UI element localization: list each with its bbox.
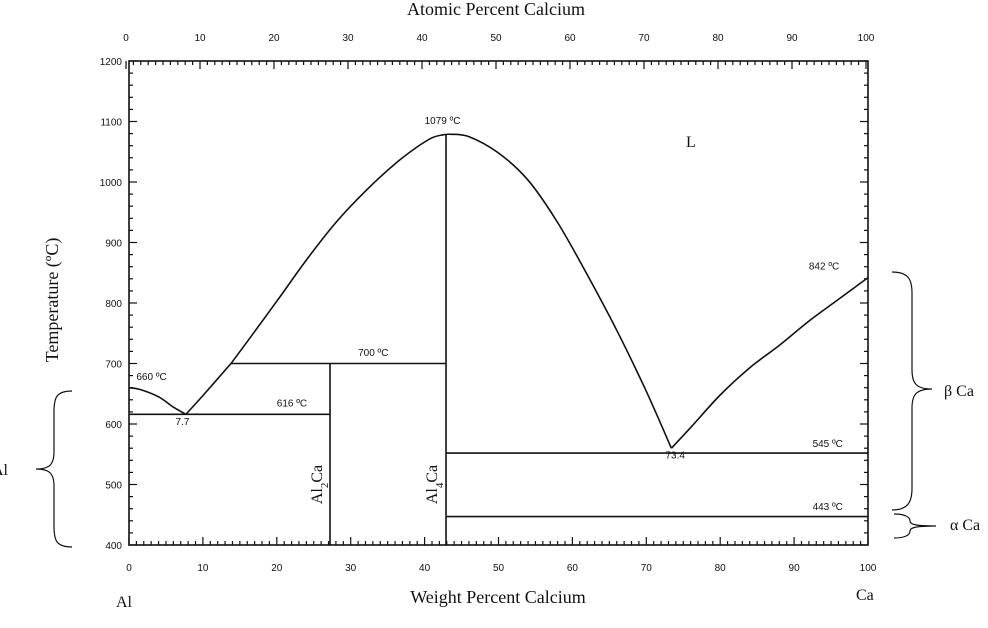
y-tick-label: 1100	[100, 118, 122, 129]
top-tick-label: 20	[268, 33, 280, 44]
top-tick-label: 30	[342, 33, 354, 44]
top-tick-label: 100	[858, 33, 875, 44]
x-tick-label: 10	[197, 563, 209, 574]
y-tick-label: 1200	[100, 57, 123, 68]
x-tick-label: 80	[715, 563, 727, 574]
x-tick-label: 50	[493, 563, 505, 574]
y-tick-label: 1000	[100, 178, 123, 189]
compound-label-al4ca: Al4Ca	[424, 465, 446, 504]
x-tick-label: 90	[789, 563, 801, 574]
annotation-label: 660 ºC	[136, 372, 166, 383]
top-tick-label: 90	[786, 33, 798, 44]
series-liquidus-al2ca-right	[230, 133, 450, 364]
annotation-label: 73.4	[666, 450, 686, 461]
annotations-group: 660 ºC 1079 ºC 700 ºC 616 ºC 7.7 545 ºC 73.4 44…	[136, 116, 843, 513]
x-tick-label: 0	[126, 563, 132, 574]
top-axis-title: Atomic Percent Calcium	[407, 0, 585, 19]
y-axis-title: Temperature (ºC)	[42, 238, 63, 363]
ticks-group: 0 10 20 30 40 50 60 70 80 90 1000 10 20 30 40 50 60 70 80 9…	[100, 33, 877, 574]
x-tick-label: 30	[345, 563, 357, 574]
annotation-label: 7.7	[176, 417, 190, 428]
annotation-label: 842 ºC	[809, 262, 839, 273]
phase-label-liquid: L	[686, 134, 696, 151]
top-tick-label: 40	[416, 33, 428, 44]
annotation-label: 700 ºC	[358, 348, 388, 359]
x-tick-label: 40	[419, 563, 431, 574]
plot-frame	[128, 60, 869, 546]
top-tick-label: 80	[712, 33, 724, 44]
phase-label-alpha-ca: α Ca	[950, 517, 980, 534]
element-right-label: Ca	[856, 587, 874, 604]
y-tick-label: 600	[105, 420, 122, 431]
phase-label-al: Al	[0, 462, 9, 479]
series-liquidus-mid-right	[449, 133, 673, 449]
phase-label-beta-ca: β Ca	[944, 383, 974, 400]
y-tick-label: 400	[105, 541, 122, 552]
brace-alpha-ca	[893, 513, 937, 539]
x-tick-label: 20	[271, 563, 283, 574]
annotation-label: 616 ºC	[277, 398, 307, 409]
compound-label-al2ca: Al2Ca	[309, 465, 331, 504]
top-tick-label: 0	[123, 33, 129, 44]
top-tick-label: 10	[194, 33, 206, 44]
y-tick-label: 700	[105, 360, 122, 371]
annotation-label: 443 ºC	[813, 502, 843, 513]
brace-al	[35, 390, 73, 548]
x-tick-label: 70	[641, 563, 653, 574]
brace-beta-ca	[891, 271, 933, 511]
series-liquidus-al2ca-left	[185, 362, 232, 415]
top-tick-label: 50	[490, 33, 502, 44]
x-tick-label: 60	[567, 563, 579, 574]
top-tick-label: 60	[564, 33, 576, 44]
annotation-label: 1079 ºC	[425, 116, 461, 127]
bottom-axis-title: Weight Percent Calcium	[410, 587, 586, 607]
x-tick-label: 100	[860, 563, 877, 574]
series-liquidus-ca-side	[670, 276, 869, 449]
top-tick-label: 70	[638, 33, 650, 44]
y-tick-label: 800	[105, 299, 122, 310]
axes-group	[128, 60, 869, 546]
element-left-label: Al	[116, 594, 133, 611]
y-tick-label: 900	[105, 239, 122, 250]
phase-lines-group	[128, 133, 869, 545]
series-liquidus-al-side	[128, 386, 187, 415]
annotation-label: 545 ºC	[813, 439, 843, 450]
y-tick-label: 500	[105, 481, 122, 492]
